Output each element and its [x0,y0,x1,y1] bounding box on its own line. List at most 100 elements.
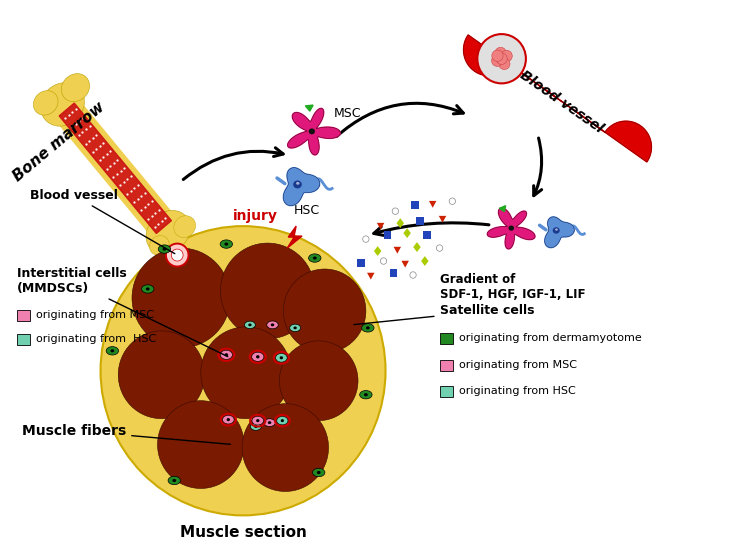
Ellipse shape [277,416,288,425]
Text: originating from HSC: originating from HSC [459,385,576,396]
Ellipse shape [227,418,230,421]
Circle shape [380,258,387,264]
Ellipse shape [308,254,321,262]
Ellipse shape [250,423,261,430]
Polygon shape [429,201,436,208]
Ellipse shape [364,393,368,397]
Polygon shape [374,246,382,256]
Ellipse shape [308,128,315,134]
Polygon shape [283,168,320,206]
FancyBboxPatch shape [440,386,453,397]
Ellipse shape [220,350,232,359]
Ellipse shape [252,352,264,361]
Ellipse shape [296,182,300,185]
Text: Satellite cells: Satellite cells [354,304,534,325]
Polygon shape [500,206,506,212]
Circle shape [201,327,292,419]
Polygon shape [404,228,411,238]
Ellipse shape [254,425,258,428]
Ellipse shape [224,353,228,357]
Ellipse shape [256,355,260,358]
Ellipse shape [248,324,252,326]
Polygon shape [421,256,429,266]
Ellipse shape [492,50,503,61]
Polygon shape [377,223,384,229]
Text: Blood vessel: Blood vessel [30,189,175,254]
Ellipse shape [280,419,284,422]
Ellipse shape [142,285,154,293]
FancyBboxPatch shape [440,333,453,345]
Ellipse shape [313,257,317,259]
Ellipse shape [173,216,196,237]
Bar [411,201,418,209]
Text: MSC: MSC [334,107,361,120]
Polygon shape [396,218,404,228]
Circle shape [171,249,183,261]
Text: originating from dermamyotome: originating from dermamyotome [459,333,642,343]
Text: HSC: HSC [294,204,320,217]
Polygon shape [413,242,421,252]
Polygon shape [288,108,340,155]
Text: Gradient of
SDF-1, HGF, IGF-1, LIF: Gradient of SDF-1, HGF, IGF-1, LIF [440,273,585,301]
Ellipse shape [477,34,526,84]
Ellipse shape [256,419,260,422]
Ellipse shape [293,180,302,189]
Circle shape [166,243,188,267]
Text: originating from MSC: originating from MSC [35,310,154,320]
Ellipse shape [294,326,297,329]
Ellipse shape [499,58,510,70]
Ellipse shape [220,240,232,248]
Circle shape [100,226,385,515]
Polygon shape [306,105,313,111]
FancyBboxPatch shape [17,334,30,345]
Polygon shape [487,208,535,249]
Ellipse shape [162,248,166,251]
Text: Muscle fibers: Muscle fibers [22,424,230,444]
Ellipse shape [362,324,374,332]
Polygon shape [59,103,171,233]
Text: Muscle section: Muscle section [179,525,306,540]
Ellipse shape [495,47,506,59]
Ellipse shape [146,211,190,254]
Polygon shape [545,217,574,248]
Ellipse shape [252,416,263,425]
Circle shape [157,401,244,488]
Ellipse shape [111,349,114,352]
Polygon shape [367,273,374,280]
Polygon shape [51,95,179,242]
Circle shape [221,243,315,339]
Circle shape [410,272,416,278]
Ellipse shape [508,226,514,231]
Ellipse shape [553,227,559,234]
Ellipse shape [271,324,275,326]
Ellipse shape [223,415,234,424]
Text: originating from MSC: originating from MSC [459,360,577,370]
Circle shape [436,245,443,251]
Ellipse shape [158,245,170,253]
Ellipse shape [501,50,512,62]
Ellipse shape [106,347,119,355]
Circle shape [362,236,369,242]
Ellipse shape [61,74,89,102]
Ellipse shape [33,91,58,115]
Ellipse shape [173,479,176,482]
Ellipse shape [492,55,503,66]
Ellipse shape [150,236,169,255]
Polygon shape [401,261,409,268]
Circle shape [118,331,204,419]
Ellipse shape [275,353,287,362]
Ellipse shape [168,476,181,484]
Ellipse shape [496,53,507,65]
Text: Bone marrow: Bone marrow [10,99,108,184]
Circle shape [283,269,366,353]
Polygon shape [463,35,652,162]
Circle shape [242,404,328,492]
Ellipse shape [224,243,228,246]
Ellipse shape [268,421,272,424]
Bar [416,217,424,225]
Circle shape [392,208,399,215]
Ellipse shape [289,324,300,332]
Polygon shape [393,247,401,254]
Polygon shape [439,216,446,223]
Bar [390,269,397,277]
